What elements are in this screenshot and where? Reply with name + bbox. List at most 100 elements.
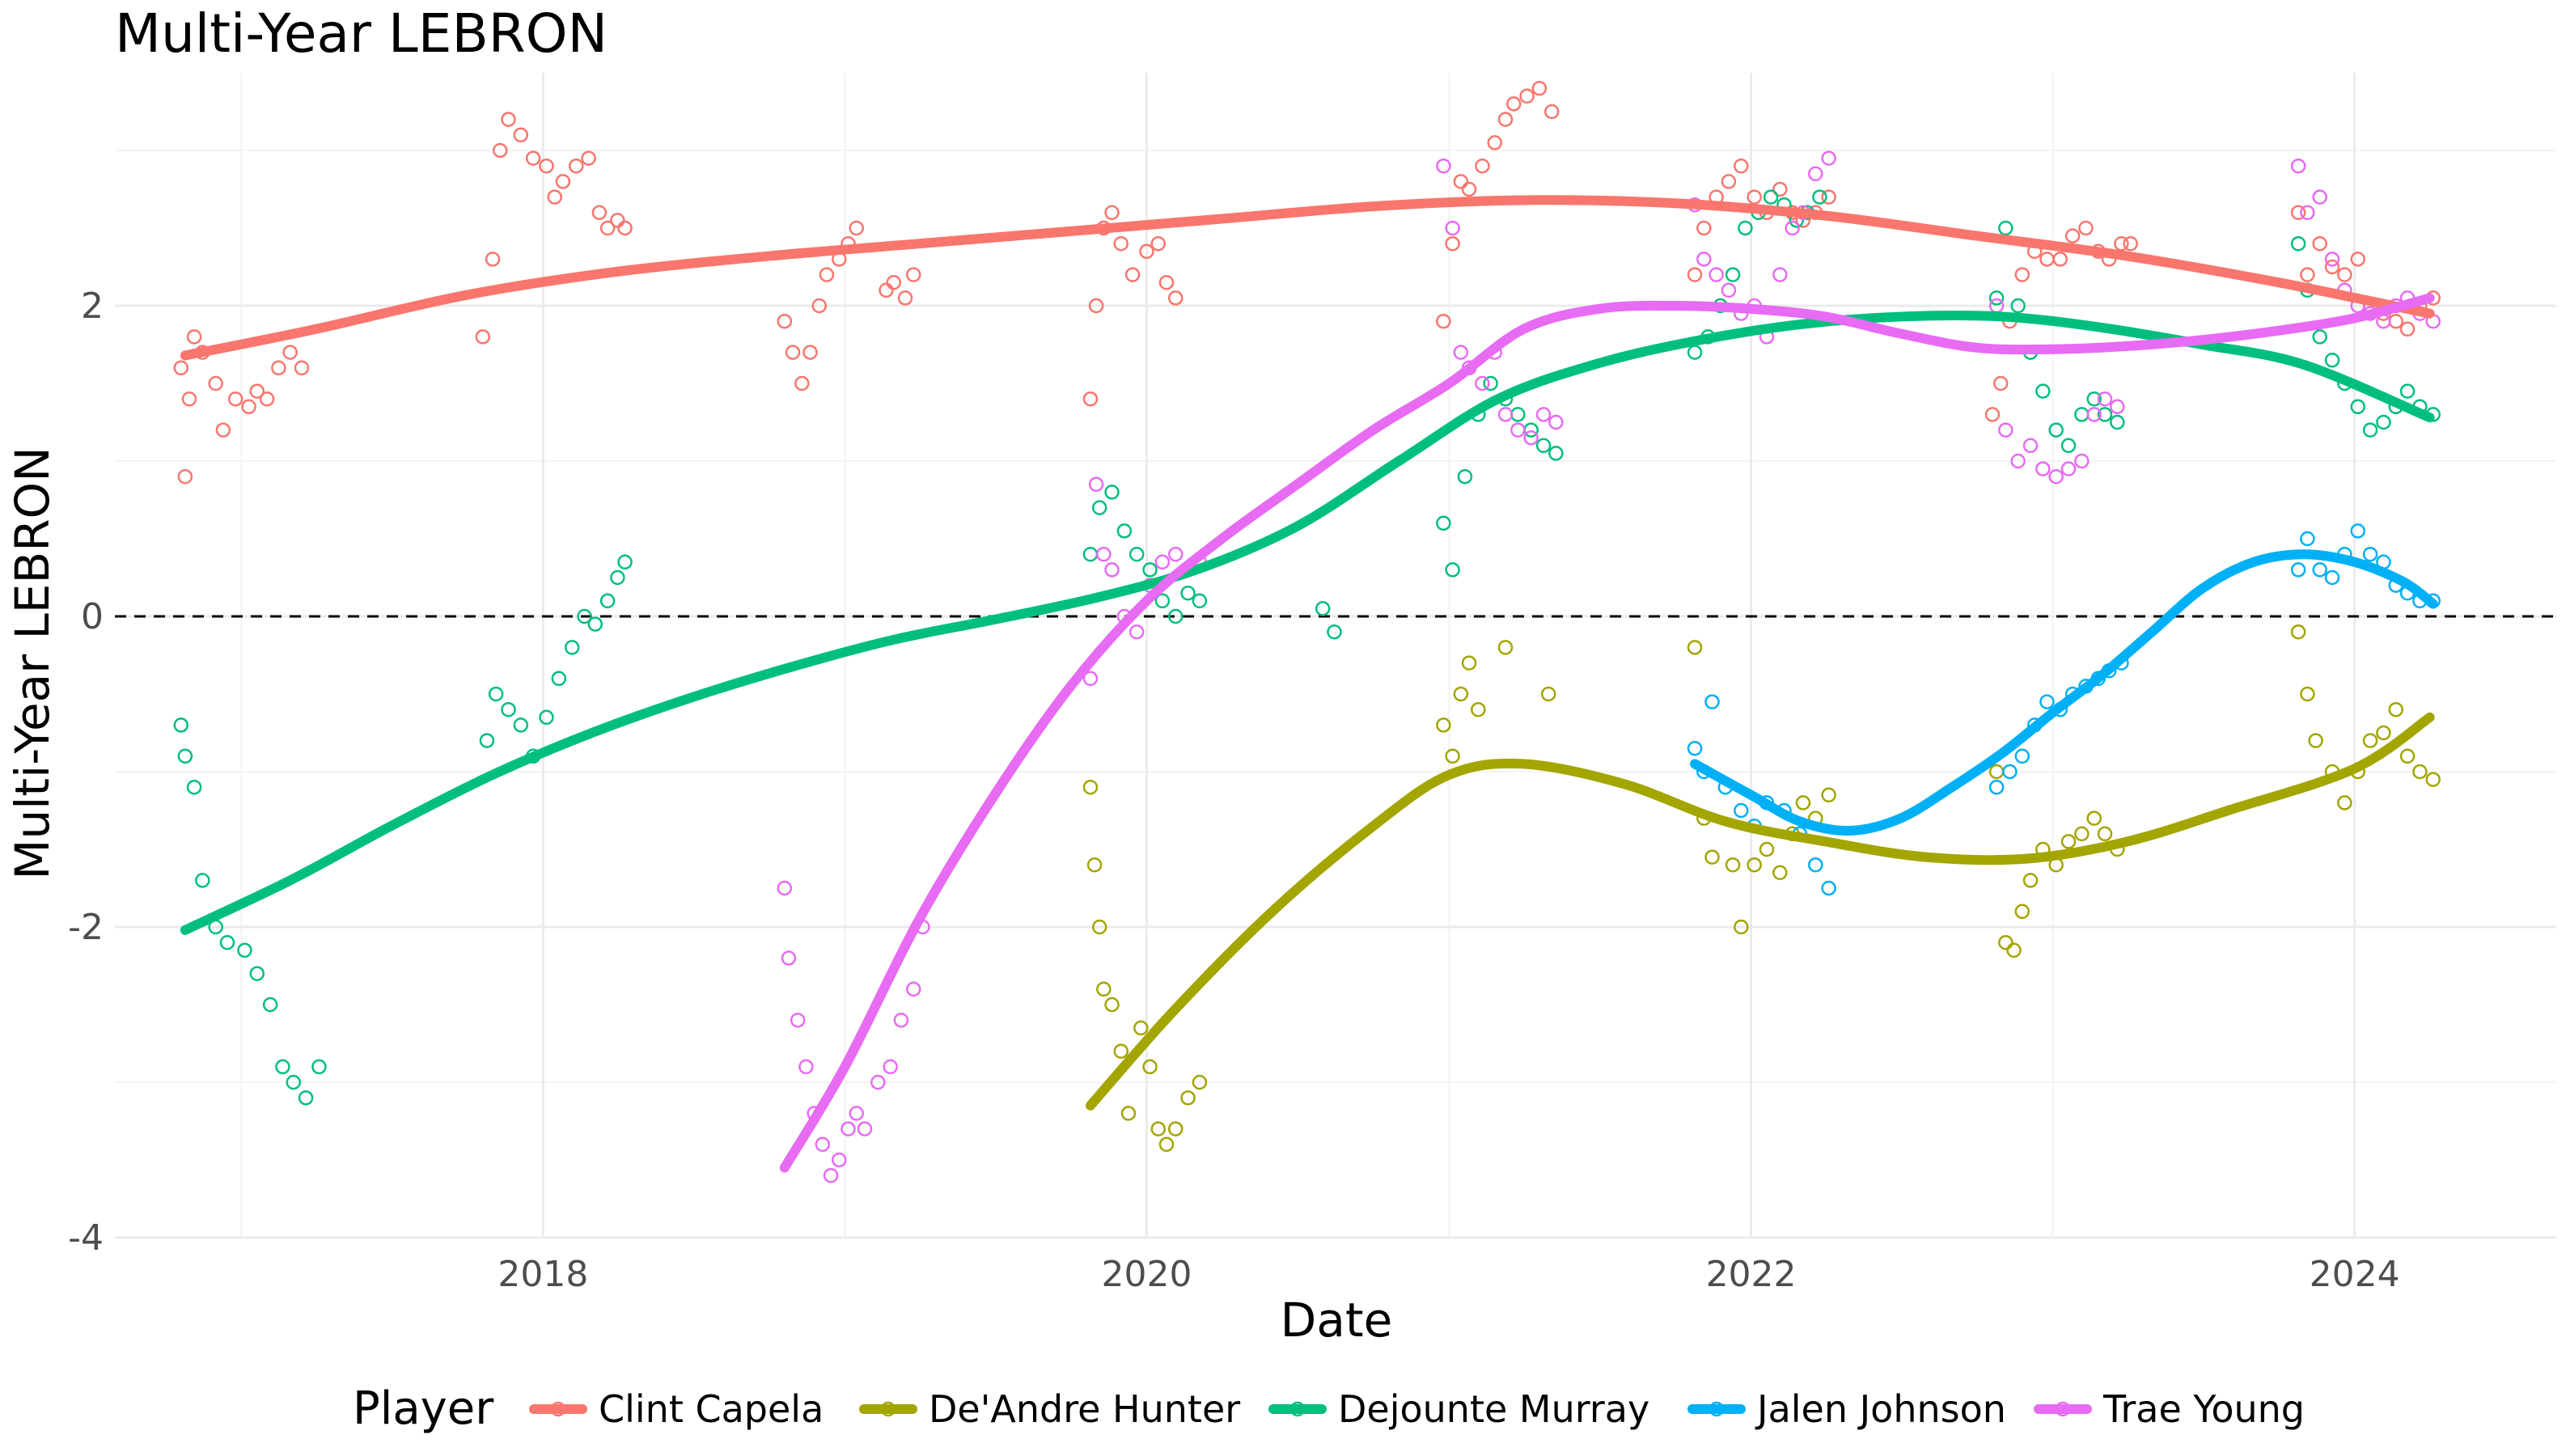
data-point	[794, 375, 810, 392]
data-point	[2290, 235, 2306, 252]
data-point	[1113, 235, 1129, 252]
data-point	[227, 391, 243, 407]
data-point	[501, 112, 516, 127]
data-point	[1436, 313, 1451, 329]
data-point	[1128, 546, 1145, 562]
data-point	[1150, 235, 1167, 252]
y-axis-title: Multi-Year LEBRON	[5, 447, 60, 879]
data-point	[2312, 189, 2327, 205]
data-point	[1772, 267, 1788, 282]
data-point	[1510, 422, 1526, 438]
data-point	[1180, 585, 1196, 601]
legend-items: Clint Capela De'Andre Hunter Dejounte Murr…	[529, 1387, 2305, 1431]
data-point	[294, 360, 310, 376]
data-point	[2097, 407, 2113, 422]
data-point	[2086, 407, 2102, 422]
data-point	[1548, 446, 1564, 461]
data-point	[1082, 546, 1099, 562]
data-point	[1821, 150, 1836, 166]
data-point	[1113, 1043, 1129, 1059]
data-point	[539, 158, 554, 174]
y-axis-ticks: -4 -2 0 2	[68, 286, 104, 1259]
data-point	[1327, 624, 1342, 640]
data-point	[1128, 624, 1145, 640]
data-point	[2114, 235, 2129, 252]
data-point	[1785, 220, 1800, 236]
data-point	[2362, 546, 2378, 562]
data-point	[2300, 267, 2315, 282]
data-point	[2010, 298, 2026, 314]
data-point	[2086, 811, 2102, 826]
data-point	[1497, 407, 1514, 422]
data-point	[1725, 857, 1741, 873]
x-tick-label: 2024	[2310, 1254, 2400, 1295]
data-point	[1475, 375, 1490, 392]
legend-key-point	[2055, 1401, 2071, 1417]
data-point	[1497, 112, 1514, 127]
data-point	[2078, 220, 2094, 236]
data-point	[2290, 205, 2306, 221]
data-point	[551, 671, 567, 687]
data-point	[599, 593, 616, 609]
data-point	[1104, 205, 1120, 221]
data-point	[1687, 740, 1703, 756]
data-point	[1180, 1090, 1196, 1106]
legend: Player Clint Capela De'Andre Hunter Dejoun…	[353, 1382, 2305, 1435]
data-point	[1453, 345, 1469, 360]
data-point	[1150, 1121, 1167, 1136]
data-point	[1988, 779, 2005, 795]
data-point	[1133, 1020, 1149, 1036]
data-point	[1192, 1074, 1208, 1090]
data-point	[617, 220, 633, 236]
smooth-line	[180, 311, 2435, 935]
data-point	[501, 701, 516, 717]
smooth-line	[1085, 712, 2435, 1111]
y-tick-label: -2	[68, 907, 104, 948]
data-point	[1540, 686, 1556, 702]
data-point	[2074, 407, 2090, 422]
data-point	[879, 282, 894, 298]
data-point	[610, 213, 625, 228]
data-point	[1725, 267, 1741, 282]
data-point	[2014, 904, 2030, 920]
data-point	[2035, 383, 2051, 399]
data-point	[587, 616, 603, 632]
data-point	[1445, 235, 1460, 252]
data-point	[886, 274, 901, 290]
data-point	[1704, 849, 1720, 865]
data-point	[1747, 189, 1762, 205]
data-point	[2308, 733, 2323, 748]
data-point	[1158, 274, 1175, 290]
data-point	[493, 142, 508, 159]
data-point	[798, 1059, 814, 1075]
data-point	[1759, 841, 1775, 857]
data-point	[1461, 181, 1477, 197]
data-point	[1091, 500, 1107, 515]
data-point	[1738, 220, 1753, 236]
data-point	[1453, 686, 1469, 702]
data-point	[849, 1106, 864, 1121]
data-point	[485, 252, 501, 267]
data-point	[2010, 453, 2026, 469]
data-point	[1721, 282, 1737, 298]
data-point	[1142, 1059, 1158, 1075]
data-point	[1167, 608, 1183, 624]
data-point	[2399, 748, 2416, 764]
y-tick-label: -4	[68, 1217, 104, 1259]
data-point	[173, 717, 189, 733]
legend-key-point	[550, 1401, 566, 1417]
data-point	[1445, 220, 1460, 236]
data-point	[1082, 671, 1099, 687]
data-point	[1696, 220, 1712, 236]
data-point	[2290, 624, 2306, 640]
data-point	[2074, 453, 2090, 469]
data-point	[1505, 96, 1522, 112]
data-point	[1453, 174, 1469, 189]
data-point	[2290, 158, 2306, 174]
data-point	[186, 779, 202, 795]
data-point	[883, 1059, 898, 1075]
data-point	[777, 313, 793, 329]
data-point	[1808, 857, 1823, 873]
data-point	[1808, 166, 1823, 182]
